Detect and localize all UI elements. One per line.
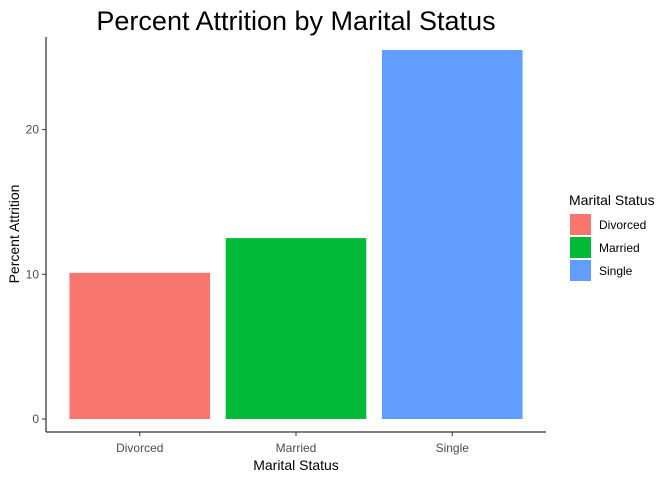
y-ticks-group: 0 10 20 [26,123,46,426]
y-tick-label: 20 [26,123,40,137]
y-axis-title: Percent Attrition [6,185,22,284]
legend-label-single: Single [599,264,633,278]
bar-single [381,50,523,419]
legend-key-divorced [570,214,591,235]
legend: Marital Status Divorced Married Single [569,192,655,281]
x-tick-label-married: Married [276,441,317,455]
legend-key-married [570,237,591,258]
bars-group [69,50,523,419]
x-axis-title: Marital Status [253,457,339,473]
x-tick-label-divorced: Divorced [116,441,163,455]
legend-title: Marital Status [569,192,655,208]
x-tick-label-single: Single [436,441,470,455]
bar-married [225,238,367,419]
y-tick-label: 0 [32,412,39,426]
y-tick-label: 10 [26,267,40,281]
chart-title: Percent Attrition by Marital Status [96,6,495,36]
legend-label-divorced: Divorced [599,218,646,232]
x-ticks-group: Divorced Married Single [116,432,469,455]
legend-label-married: Married [599,241,640,255]
bar-divorced [69,272,211,419]
legend-key-single [570,260,591,281]
